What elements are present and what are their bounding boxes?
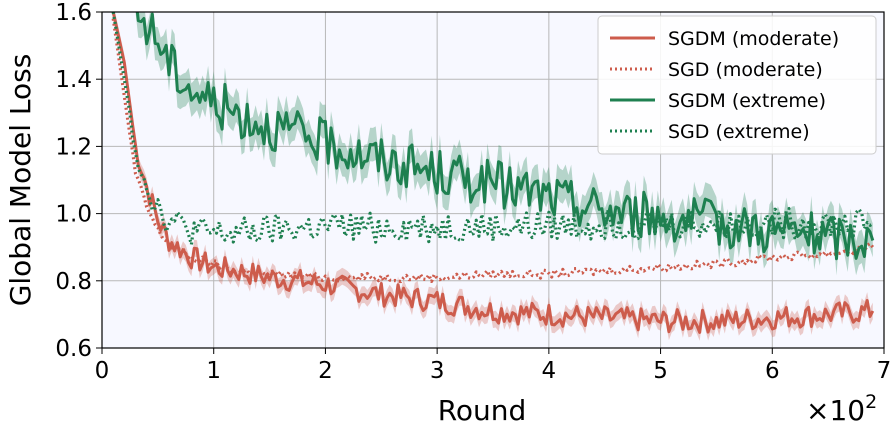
legend-label-1: SGD (moderate) xyxy=(668,59,823,81)
y-axis-label: Global Model Loss xyxy=(4,54,37,307)
legend-box xyxy=(597,15,877,155)
legend: SGDM (moderate) SGD (moderate) SGDM (extre… xyxy=(597,15,877,155)
series-line-2 xyxy=(135,12,875,261)
y-tick-label: 1.2 xyxy=(55,134,92,160)
x-ticks: 0 1 2 3 4 5 6 7 xyxy=(95,348,892,384)
x-axis-label: Round xyxy=(438,394,527,427)
legend-label-0: SGDM (moderate) xyxy=(668,28,839,50)
series-line-1 xyxy=(111,18,875,284)
x-tick-label: 6 xyxy=(765,358,780,384)
y-ticks: 0.6 0.8 1.0 1.2 1.4 1.6 xyxy=(55,0,102,362)
x-scale-base: ×10 xyxy=(806,394,865,427)
x-scale-exponent: 2 xyxy=(865,391,877,413)
x-tick-label: 4 xyxy=(542,358,557,384)
x-tick-label: 3 xyxy=(430,358,445,384)
x-tick-label: 1 xyxy=(206,358,221,384)
series-lines xyxy=(111,12,875,334)
y-tick-label: 0.8 xyxy=(55,269,92,295)
y-tick-label: 1.6 xyxy=(55,0,92,26)
y-tick-label: 0.6 xyxy=(55,336,92,362)
x-scale-label: ×102 xyxy=(806,391,877,427)
y-tick-label: 1.0 xyxy=(55,202,92,228)
plot-frame xyxy=(101,11,885,349)
series-line-0 xyxy=(111,12,875,334)
y-tick-label: 1.4 xyxy=(55,67,92,93)
series-line-3 xyxy=(111,12,874,247)
legend-label-3: SGD (extreme) xyxy=(668,121,810,143)
x-tick-label: 5 xyxy=(653,358,668,384)
x-tick-label: 7 xyxy=(877,358,892,384)
x-tick-label: 0 xyxy=(95,358,110,384)
x-tick-label: 2 xyxy=(318,358,333,384)
legend-label-2: SGDM (extreme) xyxy=(668,90,826,112)
